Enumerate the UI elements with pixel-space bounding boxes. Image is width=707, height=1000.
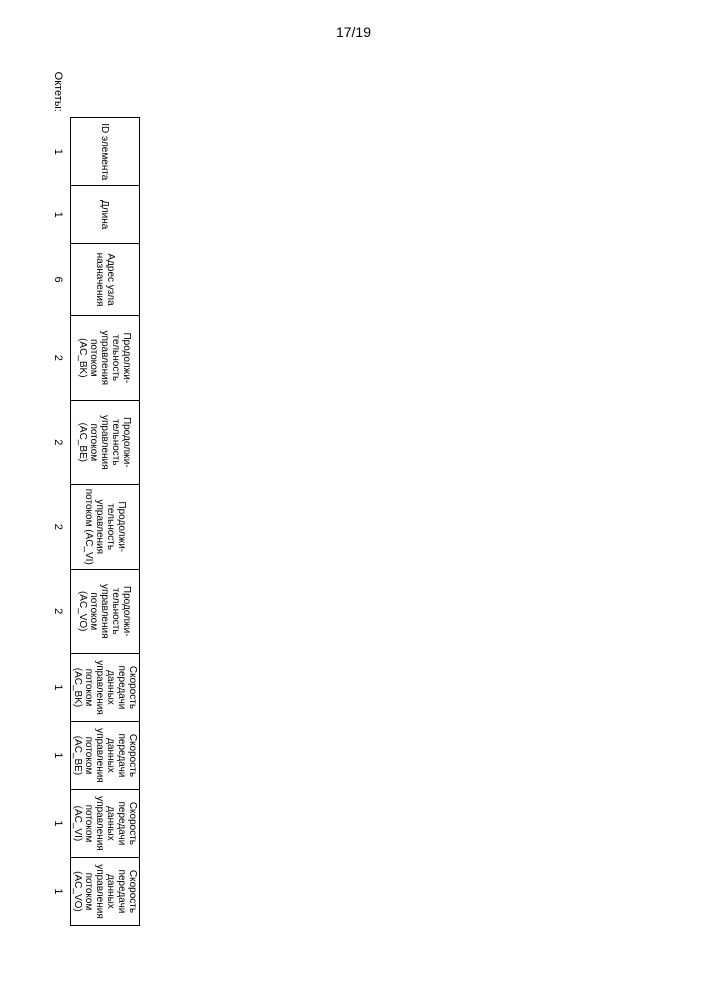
octets-rate-be: 1 [51,721,71,789]
field-len: Длина [71,186,140,244]
field-dur-vi: Продолжи-тельность управления потоком (A… [71,485,140,569]
field-labels-row: ID элемента Длина Адрес узла назначения … [71,56,140,926]
page: 17/19 ID элемента Длина Адрес узла назна… [0,0,707,1000]
field-rate-be: Скорость передачи данных управления пото… [71,721,140,789]
octet-counts-row: Октеты: 1 1 6 2 2 2 2 1 1 1 1 [51,56,71,926]
octets-id: 1 [51,118,71,186]
page-number: 17/19 [0,24,707,40]
octets-rate-bk: 1 [51,653,71,721]
octets-dur-vo: 2 [51,569,71,653]
octets-rate-vo: 1 [51,857,71,925]
field-rate-bk: Скорость передачи данных управления пото… [71,653,140,721]
octets-rate-vi: 1 [51,789,71,857]
field-dur-bk: Продолжи-тельность управления потоком (A… [71,316,140,400]
octets-len: 1 [51,186,71,244]
field-dur-vo: Продолжи-тельность управления потоком (A… [71,569,140,653]
figure-rotated-container: ID элемента Длина Адрес узла назначения … [0,56,140,926]
octets-addr: 6 [51,243,71,315]
field-dur-be: Продолжи-тельность управления потоком (A… [71,400,140,484]
field-id: ID элемента [71,118,140,186]
frame-format-table: ID элемента Длина Адрес узла назначения … [51,56,140,926]
field-rate-vo: Скорость передачи данных управления пото… [71,857,140,925]
octets-dur-vi: 2 [51,485,71,569]
field-rate-vi: Скорость передачи данных управления пото… [71,789,140,857]
field-addr: Адрес узла назначения [71,243,140,315]
octets-dur-bk: 2 [51,316,71,400]
octets-label: Октеты: [51,56,71,118]
octets-dur-be: 2 [51,400,71,484]
